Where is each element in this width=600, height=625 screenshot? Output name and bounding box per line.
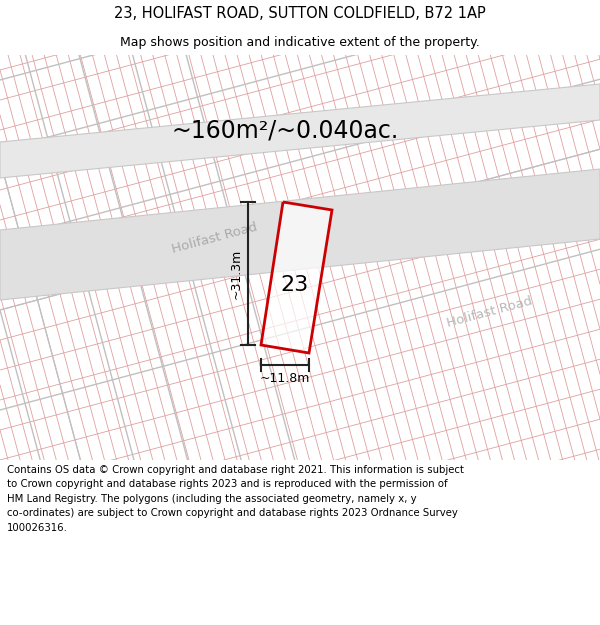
Text: ~160m²/~0.040ac.: ~160m²/~0.040ac. [172,118,398,142]
Text: ~11.8m: ~11.8m [260,372,310,386]
Text: 23: 23 [281,275,309,295]
Text: Holifast Road: Holifast Road [446,294,534,329]
Text: 23, HOLIFAST ROAD, SUTTON COLDFIELD, B72 1AP: 23, HOLIFAST ROAD, SUTTON COLDFIELD, B72… [114,6,486,21]
Text: Map shows position and indicative extent of the property.: Map shows position and indicative extent… [120,36,480,49]
Polygon shape [261,202,332,353]
Polygon shape [0,84,600,178]
Polygon shape [0,169,600,300]
Text: ~31.3m: ~31.3m [229,248,242,299]
Text: Holifast Road: Holifast Road [171,221,259,256]
Text: Contains OS data © Crown copyright and database right 2021. This information is : Contains OS data © Crown copyright and d… [7,465,464,532]
